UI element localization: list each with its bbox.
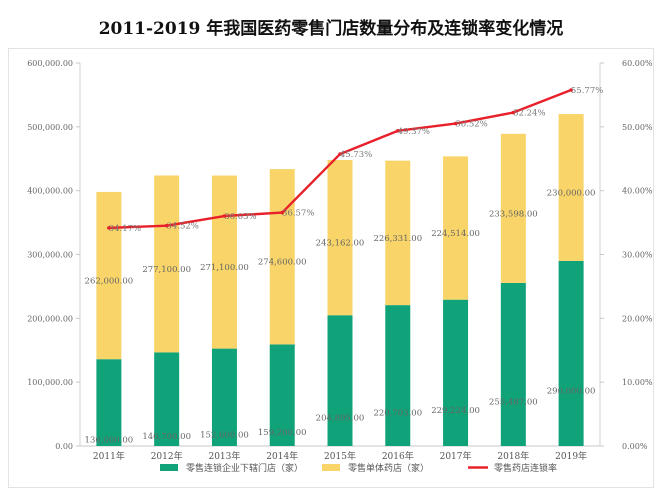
point-chain-rate <box>164 223 169 228</box>
label-single-store: 230,000.00 <box>547 188 596 198</box>
y-left-tick-label: 0.00 <box>55 442 73 451</box>
bar-single-store <box>211 175 237 349</box>
bar-single-store <box>154 175 180 353</box>
point-chain-rate <box>107 226 111 230</box>
legend-label: 零售连锁企业下辖门店（家） <box>186 462 303 474</box>
label-chain-rate: 49.37% <box>398 127 430 137</box>
legend-label: 零售药店连锁率 <box>494 462 557 474</box>
y-left-tick-label: 500,000.00 <box>27 123 73 132</box>
label-chain-rate: 45.73% <box>340 150 372 160</box>
label-chain-rate: 55.77% <box>571 86 603 96</box>
legend-swatch <box>160 464 178 471</box>
label-chain-rate: 34.52% <box>166 222 198 232</box>
bar-chain-store <box>327 315 353 446</box>
bar-chain-store <box>211 348 237 446</box>
label-chain-store: 255,487.00 <box>489 397 538 407</box>
label-single-store: 277,100.00 <box>142 265 191 275</box>
legend-swatch <box>322 464 340 471</box>
label-chain-store: 136,000.00 <box>85 436 134 446</box>
bar-single-store <box>96 191 122 360</box>
label-single-store: 262,000.00 <box>85 277 134 287</box>
legend-label: 零售单体药店（家） <box>348 462 429 474</box>
x-tick-label: 2011年 <box>93 450 125 462</box>
y-right-tick-label: 20.00% <box>622 314 653 323</box>
label-chain-store: 290,000.00 <box>547 386 596 396</box>
point-chain-rate <box>453 121 458 126</box>
label-chain-rate: 36.03% <box>224 212 256 222</box>
y-right-tick-label: 60.00% <box>622 59 653 68</box>
chart-frame <box>8 48 654 488</box>
bar-single-store <box>500 133 526 283</box>
y-right-tick-label: 50.00% <box>622 123 653 132</box>
label-single-store: 226,331.00 <box>373 234 422 244</box>
x-tick-label: 2018年 <box>497 450 529 462</box>
bar-chain-store <box>385 305 411 446</box>
x-tick-label: 2016年 <box>382 450 414 462</box>
bar-chain-store <box>269 344 295 446</box>
bar-chain-store <box>500 282 526 446</box>
label-chain-store: 146,700.00 <box>142 432 191 442</box>
y-right-tick-label: 40.00% <box>622 187 653 196</box>
label-chain-rate: 52.24% <box>513 109 545 119</box>
bar-single-store <box>385 160 411 306</box>
chart-title: 2011-2019 年我国医药零售门店数量分布及连锁率变化情况 <box>98 19 564 39</box>
bar-chain-store <box>443 299 469 446</box>
label-chain-store: 229,224.00 <box>431 406 480 416</box>
label-single-store: 274,600.00 <box>258 258 307 268</box>
label-chain-store: 204,895.00 <box>316 414 365 424</box>
x-tick-label: 2013年 <box>208 450 240 462</box>
point-chain-rate <box>222 214 227 218</box>
y-right-tick-label: 30.00% <box>622 251 653 260</box>
label-chain-store: 220,703.00 <box>373 409 422 419</box>
label-single-store: 271,100.00 <box>200 263 249 273</box>
y-left-tick-label: 200,000.00 <box>27 314 73 323</box>
bar-single-store <box>327 159 353 316</box>
y-right-tick-label: 10.00% <box>622 378 653 387</box>
label-chain-rate: 34.17% <box>109 224 141 234</box>
point-chain-rate <box>569 88 573 92</box>
label-chain-store: 159,200.00 <box>258 428 307 438</box>
y-left-tick-label: 400,000.00 <box>27 187 73 196</box>
x-tick-label: 2012年 <box>151 450 183 462</box>
bar-single-store <box>269 169 295 345</box>
bar-single-store <box>443 156 469 300</box>
label-chain-rate: 36.57% <box>282 209 314 219</box>
bar-chain-store <box>154 352 180 446</box>
label-chain-rate: 50.52% <box>455 120 487 130</box>
bar-chain-store <box>558 260 584 446</box>
point-chain-rate <box>395 129 400 133</box>
point-chain-rate <box>280 210 285 215</box>
bar-single-store <box>558 114 584 261</box>
bar-chain-store <box>96 359 122 446</box>
label-single-store: 224,514.00 <box>431 229 480 239</box>
y-left-tick-label: 300,000.00 <box>27 251 73 260</box>
x-tick-label: 2019年 <box>555 450 587 462</box>
label-chain-store: 152,600.00 <box>200 430 249 440</box>
x-tick-label: 2014年 <box>266 450 298 462</box>
label-single-store: 243,162.00 <box>316 239 365 249</box>
y-left-tick-label: 100,000.00 <box>27 378 73 387</box>
point-chain-rate <box>511 110 516 115</box>
y-right-tick-label: 0.00% <box>622 442 648 451</box>
label-single-store: 233,598.00 <box>489 209 538 219</box>
x-tick-label: 2017年 <box>440 450 472 462</box>
point-chain-rate <box>338 152 342 156</box>
x-tick-label: 2015年 <box>324 450 356 462</box>
y-left-tick-label: 600,000.00 <box>27 59 73 68</box>
